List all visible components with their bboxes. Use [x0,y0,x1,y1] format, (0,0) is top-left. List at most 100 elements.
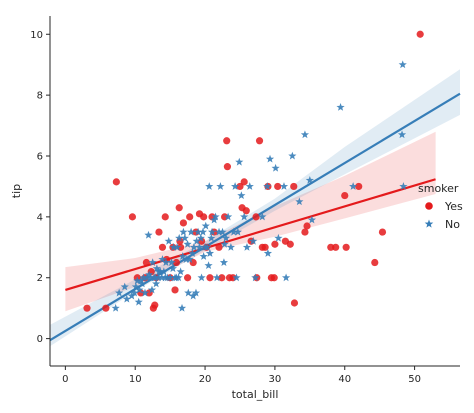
point-no [203,243,212,251]
y-tick-label: 4 [37,212,43,223]
point-no [233,227,242,236]
y-tick-label: 0 [37,334,43,345]
point-no [211,212,220,221]
point-no [397,130,407,139]
point-yes [200,213,208,221]
point-no [136,276,145,285]
point-no [178,252,187,260]
point-no [188,249,197,257]
point-no [133,276,142,285]
point-no [274,233,283,242]
point-no [135,285,144,294]
point-yes [183,274,192,282]
point-yes [236,182,244,191]
point-no [152,264,161,273]
point-no [201,221,210,230]
legend-label-yes: Yes [444,200,463,213]
point-no [144,230,153,239]
point-no [122,294,131,303]
point-no [175,233,184,242]
point-no [245,182,254,190]
point-no [130,288,139,297]
point-no [127,291,136,300]
point-no [159,267,168,276]
point-no [205,249,215,257]
point-no [169,243,178,251]
point-no [307,215,317,224]
y-tick-label: 2 [37,273,43,284]
point-yes [286,240,294,248]
point-no [295,197,304,206]
point-no [147,285,157,294]
legend: smoker Yes No [418,182,463,231]
point-yes [342,243,350,251]
point-no [300,130,310,139]
point-yes [155,228,163,236]
point-yes [242,207,250,215]
point-no [207,227,217,236]
point-no [179,227,188,236]
point-no [131,282,140,291]
point-no [336,103,345,111]
point-no [196,233,205,242]
point-yes [290,299,299,307]
point-yes [303,222,311,230]
point-no [232,273,241,282]
point-yes [83,304,91,312]
point-no [281,273,291,282]
point-yes [261,243,269,251]
point-yes [341,191,349,200]
point-no [192,236,201,245]
x-tick-label: 40 [338,374,351,385]
point-no [214,227,224,236]
point-no [229,227,238,236]
point-no [185,255,194,263]
point-no [199,252,208,260]
point-no [226,243,235,251]
point-no [145,270,154,279]
point-no [189,291,198,300]
point-yes [270,274,278,282]
point-no [156,267,165,276]
ci-band-no [50,69,460,347]
point-no [399,182,408,190]
y-tick-label: 8 [37,91,43,102]
point-yes [378,228,387,236]
point-no [258,212,267,221]
point-yes [223,163,232,171]
data-points [83,30,424,312]
confidence-bands [50,69,460,347]
point-no [115,288,124,297]
point-no [219,258,229,266]
point-yes [171,286,179,294]
point-no [195,243,204,251]
point-yes [371,258,379,267]
point-no [235,157,244,166]
point-yes [215,243,223,251]
point-no [240,212,249,221]
x-tick-label: 20 [199,374,212,385]
point-no [205,182,214,190]
point-no [212,273,222,282]
point-no [157,273,166,282]
point-no [198,227,208,236]
point-yes [112,178,120,186]
legend-title: smoker [418,182,459,195]
x-tick-label: 50 [408,374,421,385]
point-yes [186,213,194,221]
point-yes [102,304,110,312]
point-yes [206,274,214,282]
point-no [166,273,175,282]
point-no [180,233,189,242]
point-no [220,239,229,248]
regression-line-yes [65,178,436,291]
point-no [242,243,252,251]
point-no [197,273,206,282]
point-no [164,236,173,245]
ci-band-yes [65,131,436,312]
point-no [189,243,198,251]
point-no [265,154,275,163]
legend-marker-no [424,219,434,228]
y-tick-label: 6 [37,152,43,163]
point-yes [179,219,188,227]
